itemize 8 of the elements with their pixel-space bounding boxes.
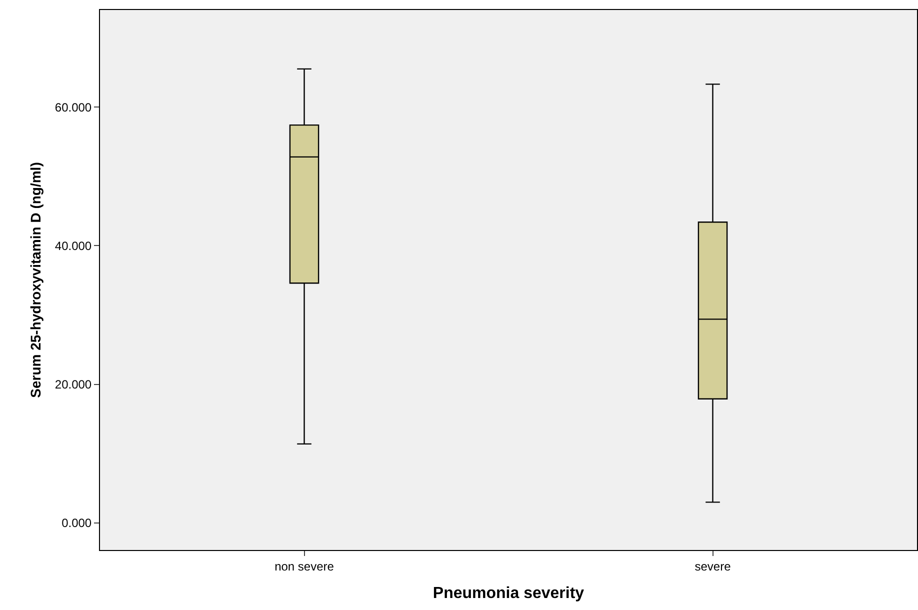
y-tick-label: 40.000 — [54, 238, 92, 253]
y-tick-label: 60.000 — [54, 100, 92, 114]
x-tick-label: non severe — [274, 559, 334, 574]
x-axis-title: Pneumonia severity — [432, 585, 584, 602]
x-tick-label: severe — [694, 559, 732, 574]
y-tick-label: 0.000 — [62, 516, 92, 530]
y-tick-label: 20.000 — [54, 378, 92, 392]
y-axis-title: Serum 25-hydroxyvitamin D (ng/ml) — [27, 162, 44, 398]
